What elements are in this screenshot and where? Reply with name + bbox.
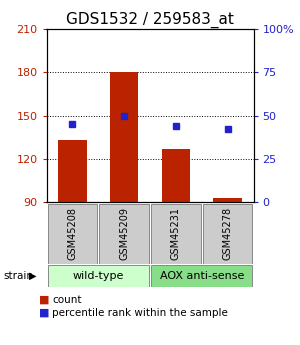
Bar: [47, 204, 97, 264]
Bar: [151, 265, 253, 287]
Text: ■: ■: [39, 308, 50, 318]
Text: percentile rank within the sample: percentile rank within the sample: [52, 308, 228, 318]
Text: GSM45278: GSM45278: [223, 207, 232, 260]
Text: GSM45209: GSM45209: [119, 207, 129, 260]
Text: wild-type: wild-type: [73, 271, 124, 281]
Bar: [99, 204, 149, 264]
Bar: [47, 265, 149, 287]
Bar: [110, 72, 138, 202]
Text: ▶: ▶: [28, 271, 36, 281]
Text: ■: ■: [39, 295, 50, 305]
Text: strain: strain: [3, 271, 33, 281]
Bar: [203, 204, 253, 264]
Text: count: count: [52, 295, 82, 305]
Text: GDS1532 / 259583_at: GDS1532 / 259583_at: [66, 12, 234, 28]
Text: GSM45208: GSM45208: [68, 207, 77, 260]
Bar: [58, 140, 87, 202]
Text: AOX anti-sense: AOX anti-sense: [160, 271, 244, 281]
Bar: [213, 197, 242, 202]
Text: GSM45231: GSM45231: [171, 207, 181, 260]
Bar: [162, 149, 190, 202]
Bar: [151, 204, 201, 264]
